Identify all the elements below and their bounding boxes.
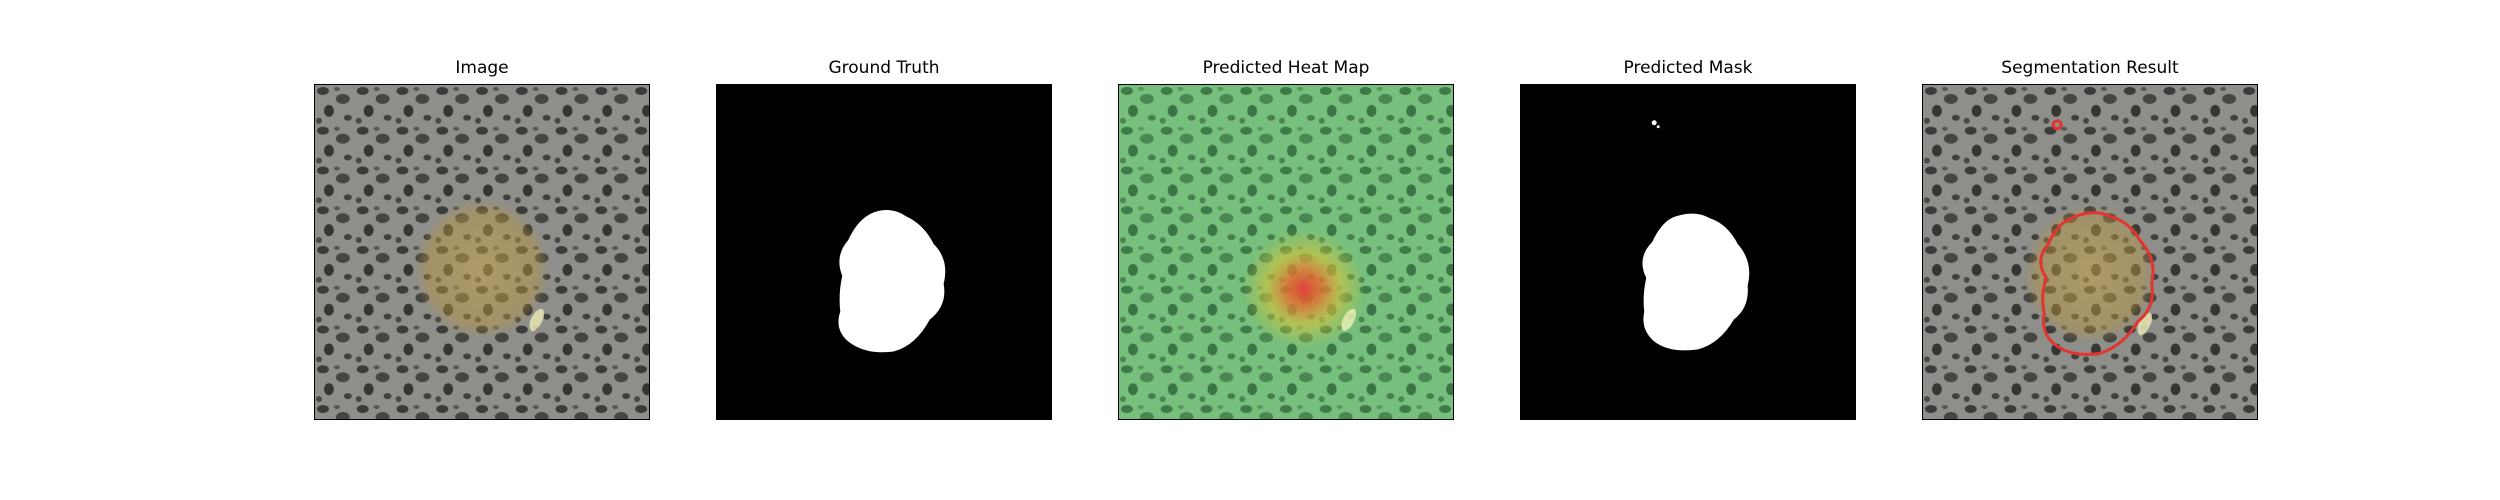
predicted-mask-canvas	[1520, 84, 1856, 420]
panel-title-segmentation-result: Segmentation Result	[2001, 58, 2179, 78]
panel-title-predicted-mask: Predicted Mask	[1623, 58, 1753, 78]
predicted-mask-region	[1642, 213, 1750, 351]
heatmap-canvas	[1118, 84, 1454, 420]
predicted-mask-svg	[1521, 85, 1855, 419]
ground-truth-mask-region	[838, 210, 946, 353]
segmentation-result-svg	[1923, 85, 2257, 419]
ground-truth-svg	[717, 85, 1051, 419]
segmentation-speck-marker	[2051, 119, 2063, 131]
panel-title-heatmap: Predicted Heat Map	[1202, 58, 1370, 78]
predicted-mask-speck	[1651, 120, 1657, 126]
ground-truth-canvas	[716, 84, 1052, 420]
panel-title-image: Image	[455, 58, 509, 78]
image-canvas	[314, 84, 650, 420]
image-svg	[315, 85, 649, 419]
heatmap-svg	[1119, 85, 1453, 419]
segmentation-result-canvas	[1922, 84, 2258, 420]
segmentation-contour	[2039, 211, 2155, 356]
panel-title-ground-truth: Ground Truth	[828, 58, 940, 78]
